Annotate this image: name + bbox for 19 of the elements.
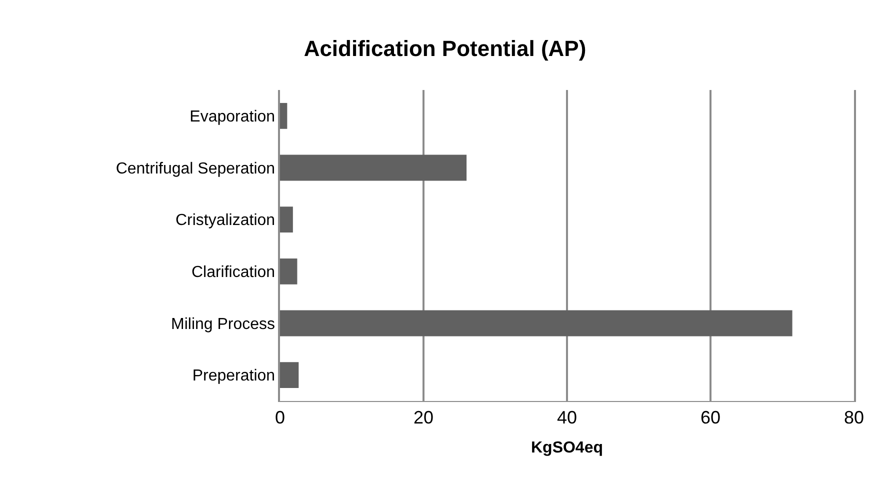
x-tick-label: 20 bbox=[413, 408, 434, 428]
bar bbox=[280, 102, 288, 129]
x-tick-label: 80 bbox=[844, 408, 864, 428]
chart-title: Acidification Potential (AP) bbox=[304, 36, 586, 61]
y-tick-label: Preperation bbox=[192, 368, 276, 385]
bar bbox=[280, 154, 467, 181]
x-tick-label: 0 bbox=[274, 408, 286, 428]
y-tick-label: Cristyalization bbox=[175, 212, 276, 230]
bar bbox=[280, 206, 293, 233]
x-tick-label: 40 bbox=[556, 408, 578, 428]
x-axis-title: KgSO4eq bbox=[530, 439, 604, 456]
bar bbox=[280, 310, 792, 336]
y-tick-label: Clarification bbox=[191, 264, 276, 282]
y-tick-label: Centrifugal Seperation bbox=[116, 160, 276, 178]
x-tick-label: 60 bbox=[700, 408, 721, 428]
y-tick-label: Evaporation bbox=[190, 108, 276, 126]
bar bbox=[280, 258, 298, 284]
bar bbox=[280, 362, 299, 388]
y-tick-label: Miling Process bbox=[171, 316, 276, 333]
